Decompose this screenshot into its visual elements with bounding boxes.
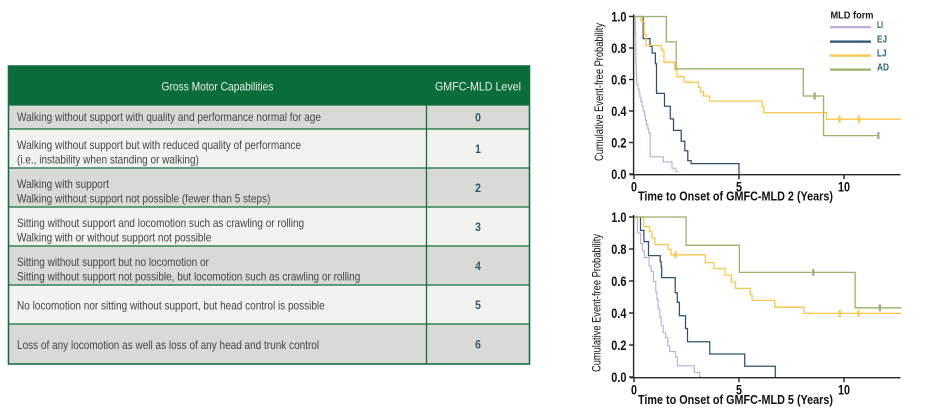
svg-text:0.6: 0.6 [611,274,627,289]
svg-text:Walking with support: Walking with support [17,177,110,191]
svg-text:6: 6 [475,337,481,351]
svg-text:0.0: 0.0 [611,167,626,182]
svg-text:0.2: 0.2 [611,338,626,353]
svg-text:0.2: 0.2 [611,135,626,150]
svg-text:Gross Motor Capabilities: Gross Motor Capabilities [162,80,274,94]
svg-text:Walking with or without suppor: Walking with or without support not poss… [17,230,212,244]
svg-text:LI: LI [877,19,883,31]
svg-text:0.6: 0.6 [611,72,627,87]
svg-text:GMFC-MLD Level: GMFC-MLD Level [435,80,521,94]
svg-text:Time to Onset of GMFC-MLD 5 (Y: Time to Onset of GMFC-MLD 5 (Years) [638,392,833,407]
svg-text:AD: AD [877,61,889,73]
svg-text:4: 4 [475,259,481,273]
svg-text:Cumulative Event-free Probabil: Cumulative Event-free Probability [590,234,604,372]
svg-text:5: 5 [736,179,742,194]
svg-text:Sitting without support and lo: Sitting without support and locomotion s… [17,216,304,230]
svg-text:Time to Onset of GMFC-MLD 2 (Y: Time to Onset of GMFC-MLD 2 (Years) [638,189,833,204]
svg-text:10: 10 [838,179,850,194]
svg-text:Walking without support not po: Walking without support not possible (fe… [17,191,270,205]
svg-text:Walking without support but wi: Walking without support but with reduced… [17,138,301,152]
svg-text:0: 0 [631,179,637,194]
svg-text:MLD form: MLD form [831,11,874,22]
svg-text:1.0: 1.0 [611,9,626,24]
svg-text:Cumulative Event-free Probabil: Cumulative Event-free Probability [592,23,606,161]
svg-text:0: 0 [475,110,481,124]
svg-text:EJ: EJ [877,33,887,45]
svg-text:0.4: 0.4 [611,104,627,119]
svg-text:No locomotion nor sitting with: No locomotion nor sitting without suppor… [17,299,325,313]
svg-text:5: 5 [736,382,742,397]
svg-text:5: 5 [475,298,481,312]
svg-text:Sitting without support not po: Sitting without support not possible, bu… [17,269,360,283]
svg-text:0: 0 [631,382,637,397]
svg-text:(i.e., instability when standi: (i.e., instability when standing or walk… [17,152,199,166]
svg-text:Sitting without support but no: Sitting without support but no locomotio… [17,255,209,269]
svg-text:10: 10 [838,382,850,397]
svg-text:1: 1 [475,142,481,156]
svg-text:2: 2 [475,181,481,195]
svg-text:0.8: 0.8 [611,41,627,56]
svg-text:Loss of any locomotion as well: Loss of any locomotion as well as loss o… [17,338,319,352]
svg-text:0.0: 0.0 [611,370,626,385]
svg-text:LJ: LJ [877,47,887,59]
svg-text:Walking without support with q: Walking without support with quality and… [17,110,321,124]
svg-text:1.0: 1.0 [611,210,626,225]
svg-text:3: 3 [475,220,481,234]
svg-text:0.4: 0.4 [611,306,627,321]
svg-text:0.8: 0.8 [611,242,627,257]
